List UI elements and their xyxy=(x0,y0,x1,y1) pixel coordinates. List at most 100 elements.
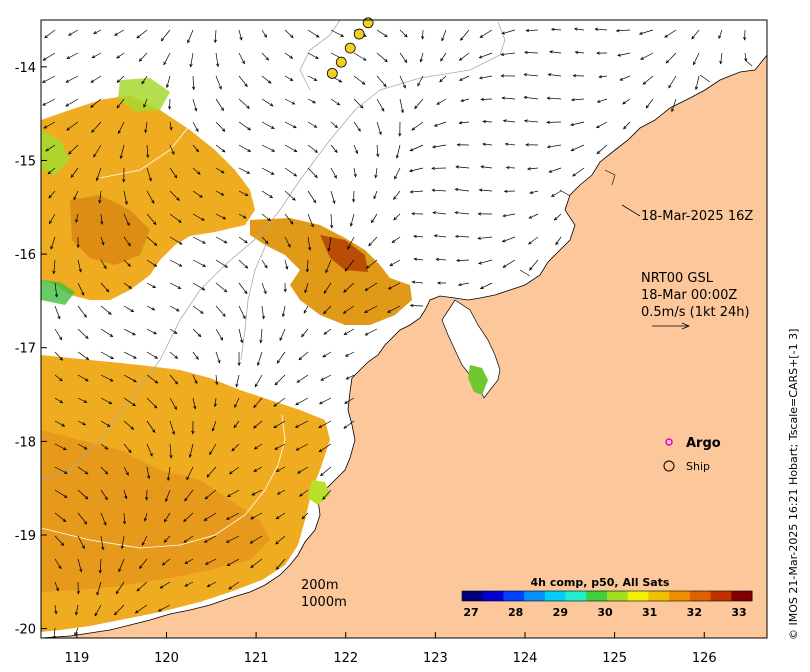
current-vector-head xyxy=(502,119,507,123)
current-vector-head xyxy=(83,314,87,318)
current-vector xyxy=(261,121,275,129)
current-vector-head xyxy=(59,357,64,361)
current-vector xyxy=(169,121,172,130)
current-vector xyxy=(229,466,240,475)
current-vector xyxy=(261,282,267,294)
current-vector-head xyxy=(454,187,459,192)
current-vector xyxy=(388,282,401,290)
current-vector-head xyxy=(125,472,129,476)
current-vector xyxy=(100,466,108,475)
current-vector-head xyxy=(186,476,190,481)
current-vector-head xyxy=(83,520,88,525)
current-vector xyxy=(298,351,309,361)
current-vector xyxy=(524,96,539,100)
current-vector xyxy=(596,144,608,154)
current-vector-head xyxy=(596,150,601,155)
current-vector-head xyxy=(482,120,486,124)
current-vector xyxy=(192,213,205,221)
current-vector xyxy=(54,604,57,614)
current-vector xyxy=(215,351,221,363)
current-vector xyxy=(215,374,218,385)
current-vector-head xyxy=(122,179,126,183)
current-vector xyxy=(99,558,102,573)
current-vector-head xyxy=(148,177,152,182)
current-vector-head xyxy=(132,332,136,336)
current-vector-head xyxy=(105,288,110,293)
current-vector-head xyxy=(293,173,298,177)
current-vector xyxy=(54,420,65,427)
current-vector xyxy=(215,144,226,153)
current-vector-head xyxy=(273,424,277,429)
current-vector xyxy=(671,98,677,112)
current-vector-head xyxy=(546,145,551,149)
current-vector xyxy=(295,420,309,428)
current-vector xyxy=(123,190,128,205)
current-vector-head xyxy=(93,31,97,34)
current-vector-head xyxy=(163,539,168,543)
current-vector xyxy=(77,374,89,382)
current-vector xyxy=(284,259,288,270)
current-vector-head xyxy=(409,148,414,152)
legend: Argo Ship xyxy=(663,436,721,473)
current-vector xyxy=(250,558,263,568)
current-vector-head xyxy=(244,192,249,196)
current-vector-head xyxy=(73,196,77,201)
current-vector xyxy=(296,374,309,383)
current-vector-head xyxy=(638,31,643,35)
x-tick-label: 120 xyxy=(154,651,179,666)
current-vector-head xyxy=(393,196,397,200)
current-vector xyxy=(238,52,245,64)
current-vector xyxy=(215,75,222,90)
current-vector-head xyxy=(90,104,94,108)
current-vector xyxy=(460,29,470,41)
current-vector-head xyxy=(75,219,79,224)
current-vector xyxy=(65,75,79,83)
current-vector-head xyxy=(63,447,67,451)
current-vector-head xyxy=(373,195,377,200)
current-vector-head xyxy=(353,173,357,178)
current-vector xyxy=(330,190,335,204)
current-vector xyxy=(720,52,723,64)
current-vector xyxy=(343,420,355,429)
current-vector xyxy=(343,282,355,293)
current-vector xyxy=(100,397,112,405)
current-vector-head xyxy=(120,545,124,550)
current-vector-head xyxy=(431,188,436,192)
current-vector xyxy=(136,581,148,592)
current-vector-head xyxy=(400,109,404,114)
current-vector xyxy=(160,581,171,589)
current-vector xyxy=(480,166,493,169)
current-vector xyxy=(54,512,66,522)
current-vector-head xyxy=(301,333,305,338)
current-vector-head xyxy=(204,495,209,500)
current-vector-head xyxy=(165,498,169,503)
current-vector xyxy=(299,489,309,497)
current-vector-head xyxy=(233,424,237,429)
current-vector-head xyxy=(114,32,118,36)
current-vector xyxy=(353,144,358,154)
current-vector xyxy=(54,466,68,474)
current-vector xyxy=(49,213,56,224)
current-vector xyxy=(50,236,56,250)
current-vector xyxy=(77,489,89,500)
current-vector xyxy=(596,121,608,129)
current-vector-head xyxy=(322,496,326,500)
current-vector xyxy=(118,121,125,134)
current-vector-head xyxy=(318,401,323,405)
current-vector xyxy=(668,75,677,89)
colorbar-cell xyxy=(648,591,670,601)
current-vector-head xyxy=(573,27,578,31)
current-vector-head xyxy=(299,493,303,497)
current-vector-head xyxy=(595,125,600,129)
current-vector xyxy=(253,420,263,429)
current-vector-head xyxy=(502,214,507,218)
current-vector xyxy=(413,235,424,238)
current-vector-head xyxy=(267,217,271,222)
current-vector-head xyxy=(194,380,198,385)
current-vector-head xyxy=(58,336,63,341)
current-vector-head xyxy=(110,356,114,360)
current-vector-head xyxy=(570,98,575,102)
current-vector xyxy=(440,52,447,62)
current-vector xyxy=(261,213,271,221)
current-vector-head xyxy=(174,380,179,385)
